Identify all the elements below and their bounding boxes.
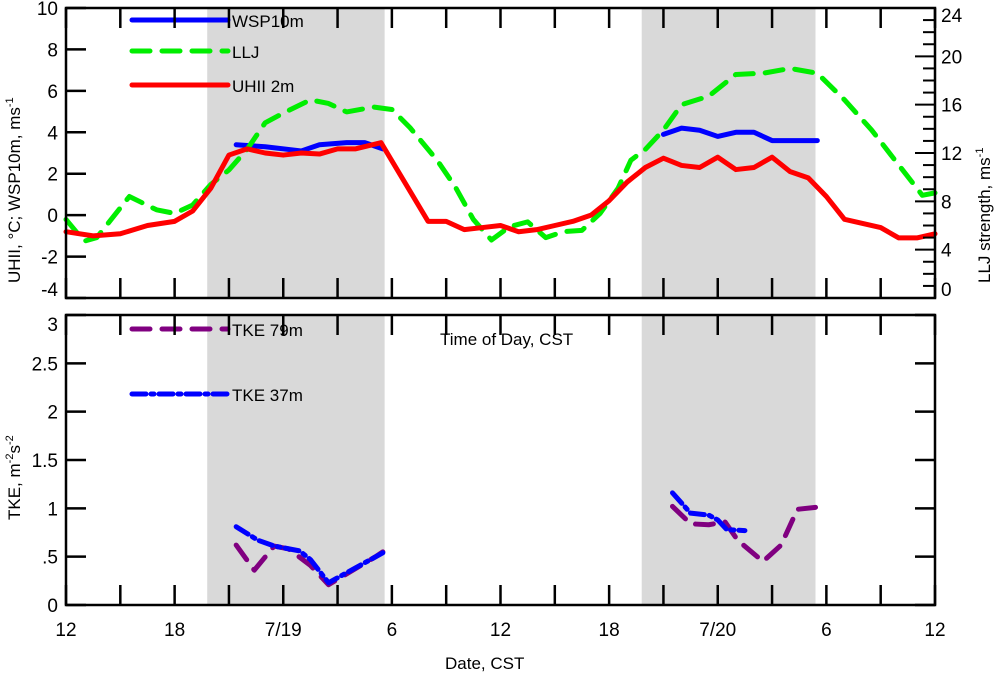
y-tick-label: 1 [47, 499, 58, 520]
y-tick-label: .5 [42, 548, 58, 569]
series-uhii-2m-segment-0 [63, 140, 938, 241]
x-axis-title: Date, CST [445, 654, 524, 673]
x-tick-label: 6 [821, 620, 832, 641]
y2-tick-label: 4 [941, 241, 952, 262]
y2-axis-title: LLJ strength, ms-1 [974, 148, 994, 283]
series-tke-37m-segment-0 [233, 524, 386, 586]
y-axis-title-top: UHII, °C; WSP10m, ms-1 [4, 97, 24, 283]
series-wsp10m-segment-0 [233, 140, 386, 154]
legend-label-tke-37m: TKE 37m [232, 386, 303, 405]
y-tick-label: -2 [41, 248, 58, 269]
series-tke-79m-segment-1 [669, 503, 819, 564]
y-tick-label: -4 [41, 280, 58, 301]
y2-tick-label: 24 [941, 6, 963, 27]
x-tick-label: 6 [387, 620, 398, 641]
y2-tick-label: 20 [941, 47, 962, 68]
y-tick-label: 3 [47, 315, 58, 336]
x-tick-label: 12 [55, 620, 76, 641]
night-shade-1 [641, 8, 816, 298]
x-tick-label: 7/19 [265, 620, 302, 641]
y-tick-label: 2 [47, 165, 58, 186]
y-tick-label: 6 [47, 82, 58, 103]
legend-label-llj: LLJ [232, 43, 259, 62]
series-wsp10m-segment-1 [660, 125, 820, 144]
x-tick-label: 18 [599, 620, 620, 641]
x-tick-label: 12 [490, 620, 511, 641]
y-tick-label: 8 [47, 40, 58, 61]
bottom-panel: TKE 79m TKE 37m 0 .5 1 1.5 2 2.5 3 12 18 7/19 6 12 18… [32, 313, 946, 641]
y-tick-label: 0 [47, 206, 58, 227]
top-annotation: Time of Day, CST [440, 330, 573, 349]
night-shade-0 [207, 315, 385, 605]
legend-label-wsp10m: WSP10m [232, 12, 304, 31]
y-tick-label: 1.5 [32, 451, 58, 472]
y2-tick-label: 0 [941, 280, 952, 301]
y2-tick-label: 16 [941, 96, 962, 117]
y-tick-label: 2.5 [32, 354, 58, 375]
legend-label-tke-79m: TKE 79m [232, 321, 303, 340]
series-tke-79m-segment-0 [233, 542, 386, 588]
y-tick-label: 0 [47, 596, 58, 617]
x-tick-label: 12 [924, 620, 945, 641]
x-tick-label: 7/20 [699, 620, 736, 641]
y-axis-title-bottom: TKE, m-2s-2 [4, 435, 24, 520]
x-tick-label: 18 [164, 620, 185, 641]
night-shade-1 [641, 315, 816, 605]
series-tke-37m-segment-1 [669, 490, 748, 534]
y-tick-label: 4 [47, 123, 58, 144]
y2-tick-label: 8 [941, 192, 952, 213]
y-tick-label: 10 [37, 0, 58, 20]
legend-label-uhii-2m: UHII 2m [232, 77, 294, 96]
y-tick-label: 2 [47, 403, 58, 424]
y2-tick-label: 12 [941, 144, 962, 165]
